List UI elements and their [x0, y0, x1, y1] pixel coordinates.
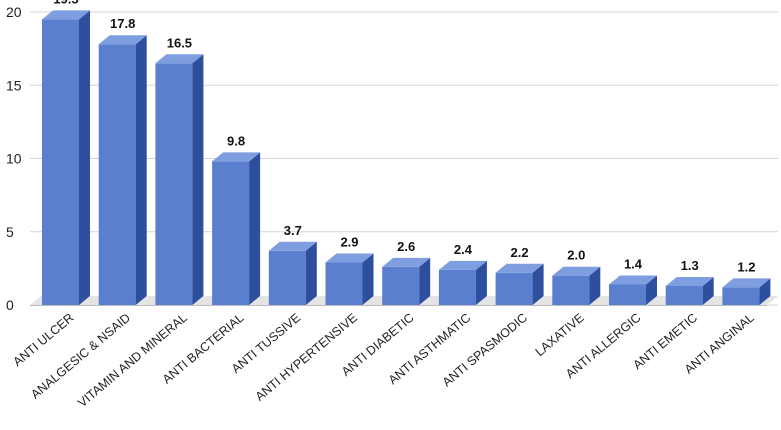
bar-front: [212, 161, 250, 305]
bar-front: [438, 269, 476, 305]
bar-top: [438, 260, 487, 270]
bar-side: [305, 241, 317, 305]
bar-side: [135, 35, 147, 305]
data-label: 2.4: [454, 242, 473, 257]
data-label: 16.5: [167, 35, 192, 50]
bar-side: [79, 10, 90, 305]
bar-top: [552, 266, 601, 276]
y-tick-label: 0: [6, 297, 14, 313]
bar-8: [438, 260, 487, 305]
bar-side: [475, 260, 487, 305]
bar-top: [98, 35, 147, 45]
bar-front: [268, 250, 306, 305]
x-category-label: ANTI HYPERTENSIVE: [253, 311, 360, 404]
bar-front: [609, 284, 646, 305]
bar-front: [42, 19, 79, 305]
bar-side: [532, 263, 544, 305]
data-label: 17.8: [110, 16, 135, 31]
bar-top: [722, 278, 771, 288]
bar-top: [268, 241, 317, 251]
bar-2: [98, 35, 147, 305]
data-label: 3.7: [284, 223, 302, 238]
bar-front: [98, 44, 136, 305]
bar-7: [382, 257, 431, 305]
x-category-label: ANALGESIC & NSAID: [28, 311, 133, 402]
bar-11: [609, 275, 657, 305]
bar-front: [382, 266, 420, 305]
data-label: 2.9: [340, 235, 358, 250]
bar-9: [495, 263, 544, 305]
bar-top: [665, 276, 714, 286]
bar-side: [646, 275, 657, 305]
y-tick-label: 10: [6, 151, 22, 167]
bar-top: [155, 54, 204, 64]
bar-side: [362, 253, 374, 305]
data-label: 19.5: [53, 0, 78, 6]
bar-top: [495, 263, 544, 273]
bar-top: [212, 152, 261, 162]
data-label: 2.6: [397, 239, 415, 254]
data-label: 2.0: [567, 248, 585, 263]
bars: [42, 10, 771, 306]
bar-side: [192, 54, 204, 306]
bar-4: [212, 152, 261, 305]
bar-top: [382, 257, 431, 267]
x-category-label: LAXATIVE: [533, 311, 587, 360]
bar-3: [155, 54, 204, 306]
data-label: 1.2: [737, 259, 755, 274]
bar-12: [665, 276, 714, 305]
data-label: 1.3: [681, 258, 699, 273]
bar-front: [495, 272, 533, 305]
bar-top: [609, 275, 657, 285]
y-tick-label: 15: [6, 77, 22, 93]
bar-13: [722, 278, 771, 305]
bar-front: [155, 63, 193, 306]
bar-front: [552, 275, 590, 305]
y-axis: 0 5 10 15 20: [6, 4, 22, 313]
bar-side: [589, 266, 601, 305]
bar-10: [552, 266, 601, 305]
bar-front: [722, 287, 760, 305]
bar-6: [325, 253, 374, 305]
bar-1: [42, 10, 90, 305]
data-labels: 19.5 17.8 16.5 9.8 3.7 2.9 2.6 2.4 2.2 2.0 1.4 1.3 1…: [53, 0, 755, 274]
data-label: 9.8: [227, 133, 245, 148]
y-tick-label: 5: [6, 224, 14, 240]
bar-front: [665, 285, 703, 305]
bar-top: [325, 253, 374, 263]
y-tick-label: 20: [6, 4, 22, 20]
data-label: 1.4: [624, 256, 643, 271]
bar-side: [759, 278, 771, 305]
bar-side: [702, 276, 714, 305]
bar-top: [42, 10, 90, 20]
x-category-label: VITAMIN AND MINERAL: [75, 311, 190, 410]
data-label: 2.2: [511, 245, 529, 260]
bar-side: [249, 152, 261, 305]
bar-front: [325, 262, 363, 305]
bar-5: [268, 241, 317, 305]
bar-side: [419, 257, 431, 305]
